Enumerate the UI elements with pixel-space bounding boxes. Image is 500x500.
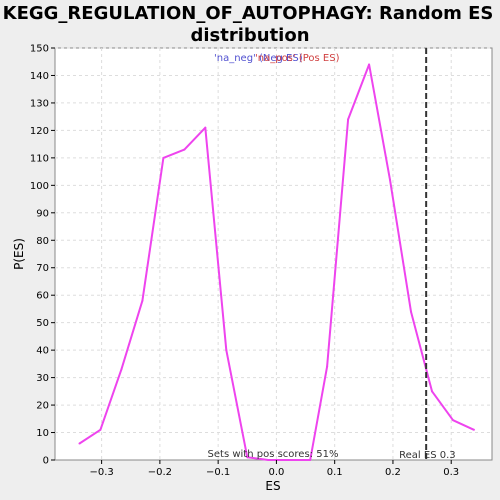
x-tick-label: −0.1 [206, 467, 230, 478]
y-tick-label: 150 [30, 44, 49, 55]
y-tick-label: 0 [43, 456, 49, 467]
chart-title-line-2: distribution [190, 25, 309, 46]
data-point [204, 126, 207, 129]
data-point [410, 310, 413, 313]
x-tick-label: 0.2 [385, 467, 401, 478]
data-point [141, 299, 144, 302]
plot-area [54, 47, 493, 461]
y-tick-label: 90 [36, 208, 49, 219]
x-tick-label: 0.1 [327, 467, 343, 478]
pos-scores-label: Sets with pos scores: 51% [208, 449, 339, 460]
data-point [347, 118, 350, 121]
axes: 0 10 20 30 40 50 60 70 80 90 100 110 120 130 140 150 −0.… [30, 44, 459, 479]
data-point [326, 365, 329, 368]
series-line [78, 63, 475, 461]
data-point [225, 349, 228, 352]
x-tick-label: 0.3 [443, 467, 459, 478]
y-tick-label: 130 [30, 98, 49, 109]
x-tick-label: −0.2 [148, 467, 172, 478]
data-point [78, 442, 81, 445]
legend-neg-label: 'na_neg' (Neg ES) [214, 53, 303, 64]
data-point [99, 428, 102, 431]
data-point [183, 148, 186, 151]
data-point [267, 459, 270, 461]
y-tick-label: 70 [36, 263, 49, 274]
y-tick-label: 20 [36, 401, 49, 412]
y-tick-label: 50 [36, 318, 49, 329]
data-point [430, 390, 433, 393]
y-tick-label: 30 [36, 373, 49, 384]
legend: 'na_neg' (Neg ES) 'na_pos' (Pos ES) [214, 53, 340, 64]
y-tick-label: 110 [30, 153, 49, 164]
real-es-label: Real ES 0.3 [399, 450, 455, 461]
x-tick-label: 0.0 [268, 467, 284, 478]
x-tick-label: −0.3 [89, 467, 113, 478]
data-point [451, 419, 454, 422]
y-tick-label: 140 [30, 71, 49, 82]
legend-pos-label: 'na_pos' (Pos ES) [255, 53, 340, 64]
y-tick-label: 60 [36, 291, 49, 302]
data-point [389, 178, 392, 181]
data-point [162, 156, 165, 159]
data-point [368, 63, 371, 66]
y-axis-label: P(ES) [12, 238, 26, 270]
y-tick-label: 40 [36, 346, 49, 357]
data-point [288, 459, 291, 461]
y-tick-label: 80 [36, 236, 49, 247]
series-layer [78, 63, 475, 461]
x-axis-label: ES [265, 479, 280, 493]
data-point [309, 459, 312, 461]
annotations: Real ES 0.3 Sets with pos scores: 51% [208, 48, 456, 461]
y-tick-label: 10 [36, 428, 49, 439]
y-tick-label: 100 [30, 181, 49, 192]
data-point [246, 456, 249, 459]
chart-title-line-1: KEGG_REGULATION_OF_AUTOPHAGY: Random ES [3, 3, 494, 24]
data-point [120, 368, 123, 371]
data-point [472, 428, 475, 431]
y-tick-label: 120 [30, 126, 49, 137]
